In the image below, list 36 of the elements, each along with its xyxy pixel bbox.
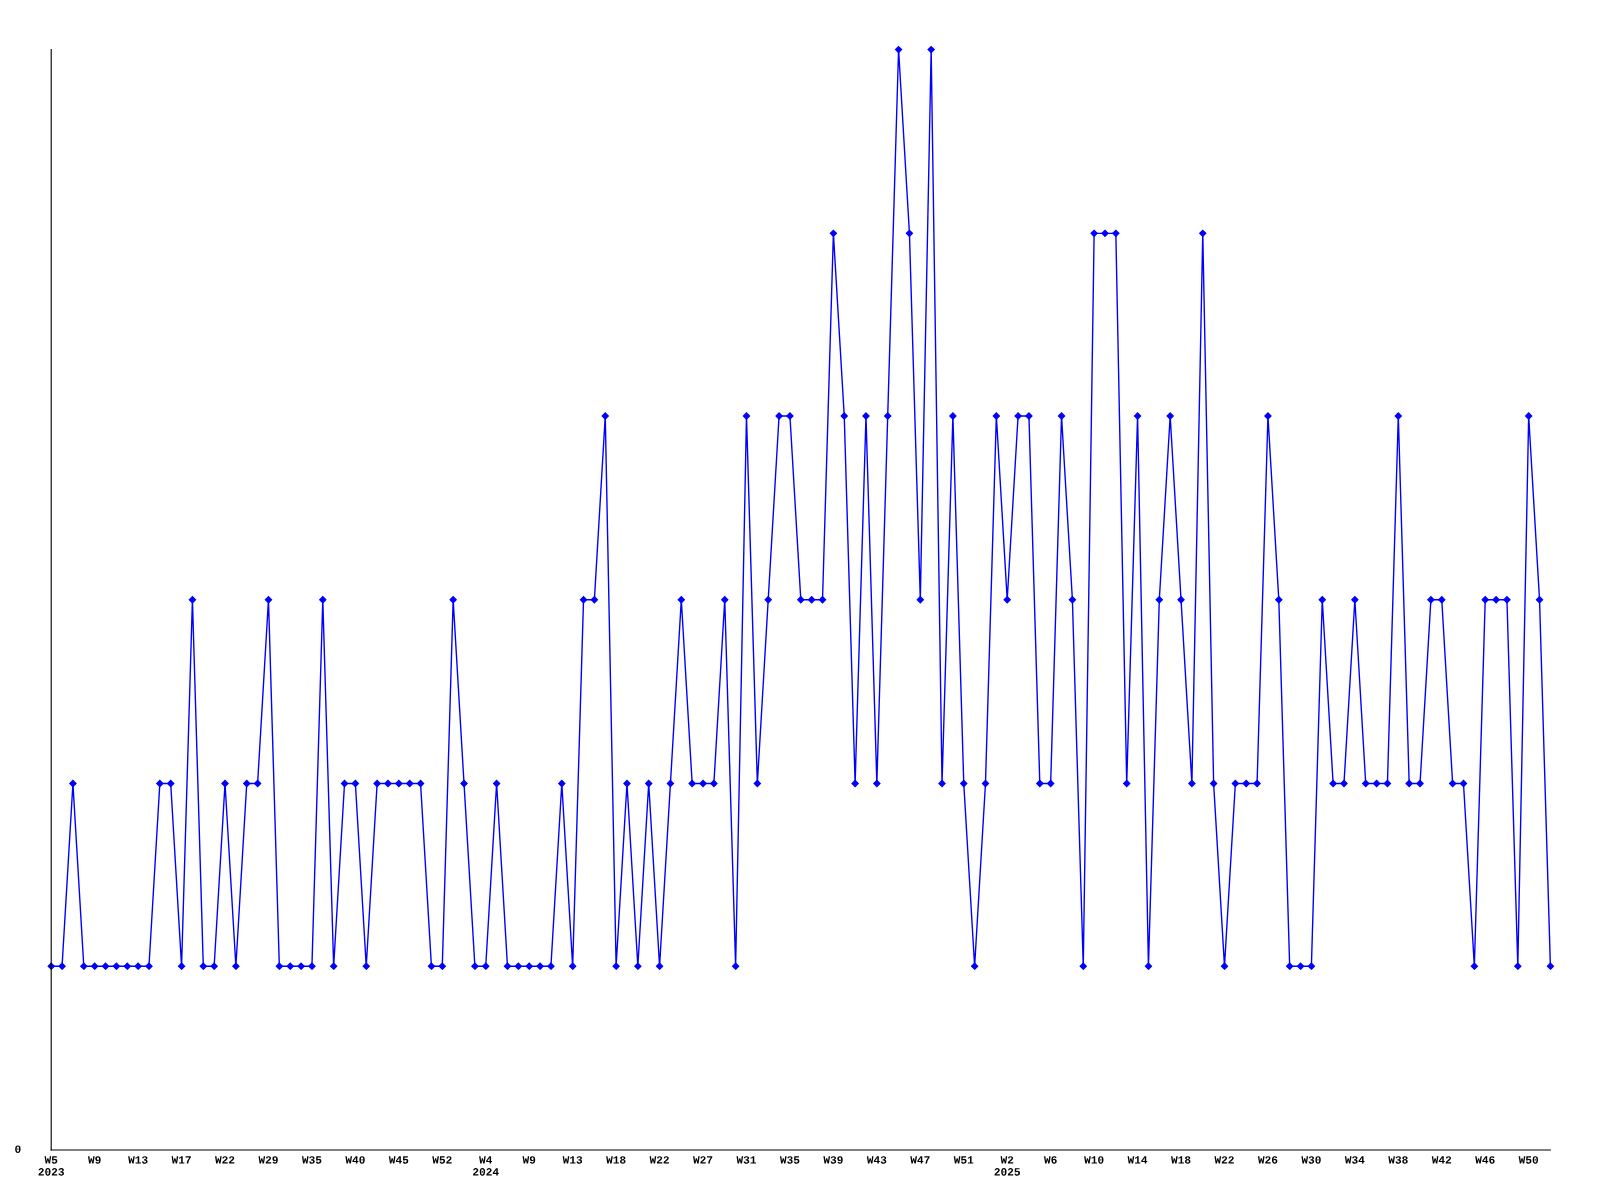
x-tick-label: W38 — [1388, 1156, 1408, 1164]
x-tick-label: W46 — [1475, 1156, 1495, 1164]
x-tick-label: W13 — [128, 1156, 148, 1164]
x-tick-label: W27 — [693, 1156, 713, 1164]
x-tick-label: W42 — [1431, 1156, 1452, 1164]
x-tick-label: W45 — [388, 1156, 409, 1164]
x-tick-label: W9 — [522, 1156, 536, 1164]
x-tick-label: W13 — [562, 1156, 583, 1164]
x-tick-label: W35 — [301, 1156, 322, 1164]
x-tick-label: W30 — [1301, 1156, 1321, 1164]
x-tick-label: W18 — [606, 1156, 626, 1164]
x-tick-label: W50 — [1518, 1156, 1539, 1164]
x-tick-label: W26 — [1257, 1156, 1278, 1164]
x-tick-label: W9 — [87, 1156, 101, 1164]
x-tick-label: W31 — [736, 1156, 757, 1164]
x-tick-label: W22 — [649, 1156, 669, 1164]
x-tick-label: W17 — [171, 1156, 191, 1164]
x-tick-label: W43 — [866, 1156, 887, 1164]
x-tick-label: W22 — [1214, 1156, 1234, 1164]
x-tick-label: W51 — [953, 1156, 974, 1164]
x-tick-label: W18 — [1171, 1156, 1191, 1164]
x-tick-label: W35 — [779, 1156, 800, 1164]
x-tick-label: W22 — [215, 1156, 235, 1164]
x-tick-label: W4 2024 — [473, 1156, 499, 1176]
x-tick-label: W52 — [432, 1156, 452, 1164]
x-tick-label: W39 — [823, 1156, 843, 1164]
x-tick-label: W10 — [1084, 1156, 1104, 1164]
text: 0 — [15, 1145, 21, 1153]
x-tick-label: W47 — [910, 1156, 930, 1164]
x-tick-label: W40 — [345, 1156, 365, 1164]
x-tick-label: W6 — [1044, 1156, 1057, 1164]
x-tick-label: W5 2023 — [38, 1156, 64, 1176]
x-tick-label: W14 — [1127, 1156, 1148, 1164]
x-tick-label: W29 — [258, 1156, 278, 1164]
x-tick-label: W34 — [1344, 1156, 1365, 1164]
x-tick-label: W2 2025 — [994, 1156, 1020, 1176]
